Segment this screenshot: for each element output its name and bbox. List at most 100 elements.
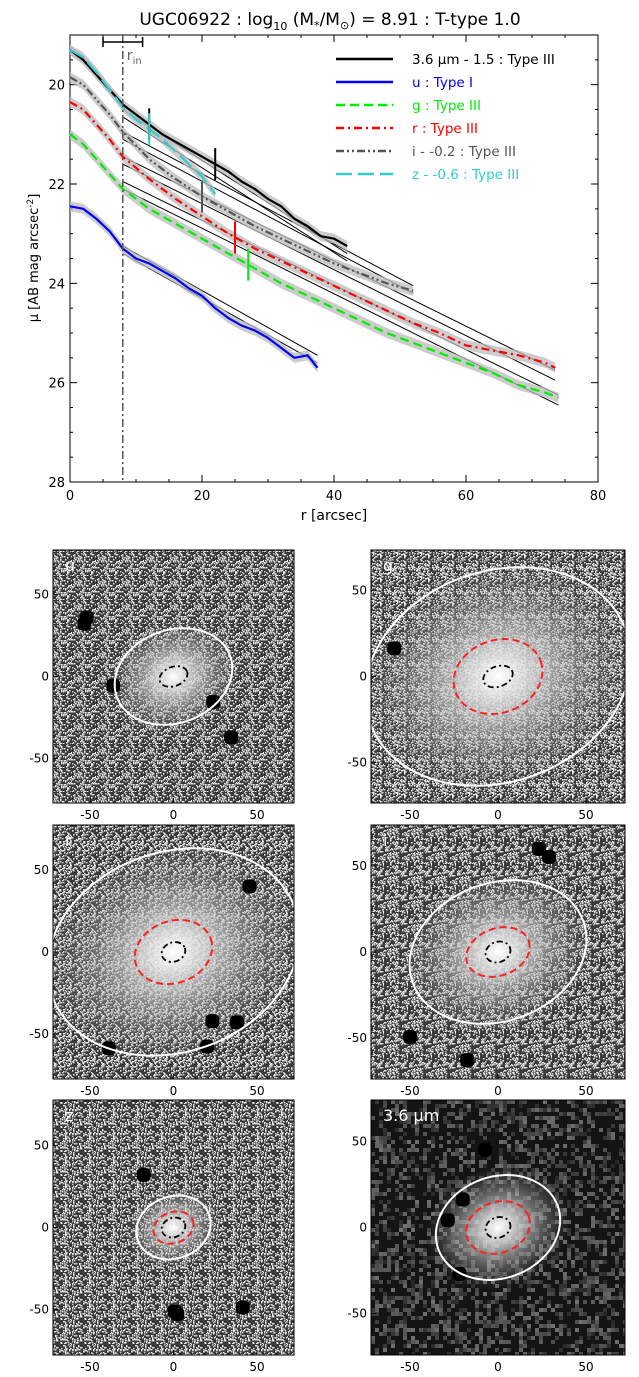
panel-y-tick-label: 0 <box>359 945 367 959</box>
panel-y-tick-label: 0 <box>41 670 49 684</box>
outer-ellipse <box>408 879 588 1025</box>
break-ellipse <box>152 1210 195 1245</box>
inner-ellipse <box>484 1216 512 1239</box>
masked-source <box>224 730 239 745</box>
break-ellipse <box>452 638 544 715</box>
panel-y-tick-label: -50 <box>29 1302 49 1316</box>
x-axis: 0 20 40 60 80 <box>66 35 606 504</box>
panel-y-tick-label: 0 <box>41 945 49 959</box>
break-ellipse <box>133 918 214 986</box>
panel-y-tick-label: 50 <box>34 588 49 602</box>
legend: 3.6 μm - 1.5 : Type III u : Type I g : Typ… <box>336 52 555 183</box>
panel-x-tick-label: -50 <box>80 808 100 822</box>
panel-x-tick-label: 50 <box>249 1084 264 1098</box>
image-panel-3.6: 3.6 μm -50 0 50 50 0 -50 <box>347 1099 626 1374</box>
panel-x-tick-label: -50 <box>400 808 420 822</box>
panel-x-tick-label: 50 <box>249 1360 264 1374</box>
masked-source <box>403 1029 418 1044</box>
outer-ellipse <box>135 1194 212 1261</box>
galaxy-glow <box>53 840 294 1064</box>
panel-x-tick-label: 50 <box>249 808 264 822</box>
panel-y-tick-label: -50 <box>347 1307 367 1321</box>
masked-source <box>242 879 257 894</box>
panel-y-tick-label: -50 <box>29 751 49 765</box>
r-in-marker: rin <box>102 35 144 482</box>
panel-x-tick-label: 0 <box>170 808 178 822</box>
outer-ellipse <box>371 566 625 787</box>
masked-source <box>531 841 546 856</box>
inner-ellipse <box>484 940 512 964</box>
panel-band-label: z <box>65 1106 73 1125</box>
panel-x-tick-label: 50 <box>578 1360 593 1374</box>
series-line-2 <box>69 133 559 399</box>
legend-label: u : Type I <box>412 75 473 91</box>
masked-source <box>478 1142 493 1157</box>
outer-ellipse <box>53 847 294 1057</box>
masked-source <box>460 1053 475 1068</box>
series-error-band <box>70 44 348 252</box>
masked-source <box>440 1213 455 1228</box>
y-tick-label: 26 <box>48 377 65 392</box>
image-panel-r: r -50 0 50 50 0 -50 <box>29 824 295 1098</box>
y-tick-label: 20 <box>48 79 65 94</box>
x-tick-label: 60 <box>458 489 475 504</box>
image-panel-g: g -50 0 50 50 0 -50 <box>347 549 626 822</box>
image-panel-z: z -50 0 50 50 0 -50 <box>29 1099 295 1374</box>
panel-x-tick-label: 50 <box>578 808 593 822</box>
masked-source <box>136 1167 151 1182</box>
galaxy-glow <box>401 869 595 1035</box>
panel-x-tick-label: 0 <box>170 1084 178 1098</box>
profile-plot: 0 20 40 60 80 20 22 24 26 28 rin 3.6 μm - 1.5 : … <box>26 34 606 524</box>
panel-y-tick-label: -50 <box>347 756 367 770</box>
masked-source <box>206 694 221 709</box>
inner-ellipse <box>160 1216 187 1239</box>
galaxy-glow <box>371 559 625 794</box>
image-panel-u: u -50 0 50 50 0 -50 <box>29 549 295 822</box>
panel-y-tick-label: 50 <box>352 1134 367 1148</box>
legend-label: z - -0.6 : Type III <box>412 167 519 183</box>
panel-y-tick-label: 50 <box>34 863 49 877</box>
masked-source <box>455 1192 470 1207</box>
series-line-1 <box>69 205 319 369</box>
series-line-5 <box>69 48 217 195</box>
fit-line <box>122 131 414 287</box>
y-axis: 20 22 24 26 28 <box>48 34 598 491</box>
panel-x-tick-label: -50 <box>400 1360 420 1374</box>
x-tick-label: 20 <box>194 489 211 504</box>
panel-band-label: g <box>383 556 393 575</box>
inner-ellipse <box>160 941 187 963</box>
break-markers <box>148 108 250 281</box>
panel-y-tick-label: 0 <box>41 1221 49 1235</box>
image-panel-i: i -50 0 50 50 0 -50 <box>347 824 626 1098</box>
y-axis-label: μ [AB mag arcsec-2] <box>26 194 42 323</box>
panel-x-tick-label: 0 <box>494 1084 502 1098</box>
masked-source <box>79 610 94 625</box>
inner-ellipse <box>158 665 189 688</box>
panel-band-label: 3.6 μm <box>383 1106 439 1125</box>
panel-x-tick-label: -50 <box>400 1084 420 1098</box>
panel-y-tick-label: 50 <box>352 583 367 597</box>
panel-x-tick-label: 0 <box>494 808 502 822</box>
break-ellipse <box>465 1200 531 1255</box>
chart-title: UGC06922 : log10 (M*/M⊙) = 8.91 : T-type… <box>139 10 520 33</box>
masked-source <box>387 641 402 656</box>
panel-x-tick-label: 0 <box>494 1360 502 1374</box>
panel-band-label: r <box>65 831 72 850</box>
masked-source <box>235 1300 250 1315</box>
masked-source <box>170 1307 185 1322</box>
panel-y-tick-label: 0 <box>359 670 367 684</box>
panel-y-tick-label: 50 <box>352 859 367 873</box>
inner-ellipse <box>482 664 514 689</box>
y-tick-label: 28 <box>48 476 65 491</box>
masked-source <box>542 850 557 865</box>
series-lines <box>69 48 559 399</box>
x-axis-label: r [arcsec] <box>301 508 367 524</box>
series-line-4 <box>69 76 414 292</box>
outer-ellipse <box>434 1174 562 1281</box>
panel-band-label: i <box>383 831 387 850</box>
series-error-band <box>70 44 216 199</box>
panel-y-tick-label: -50 <box>29 1027 49 1041</box>
panel-x-tick-label: 50 <box>578 1084 593 1098</box>
